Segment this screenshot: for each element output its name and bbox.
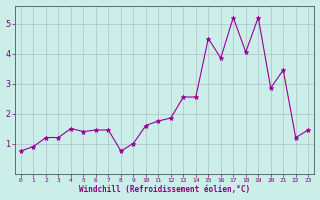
X-axis label: Windchill (Refroidissement éolien,°C): Windchill (Refroidissement éolien,°C) [79,185,250,194]
